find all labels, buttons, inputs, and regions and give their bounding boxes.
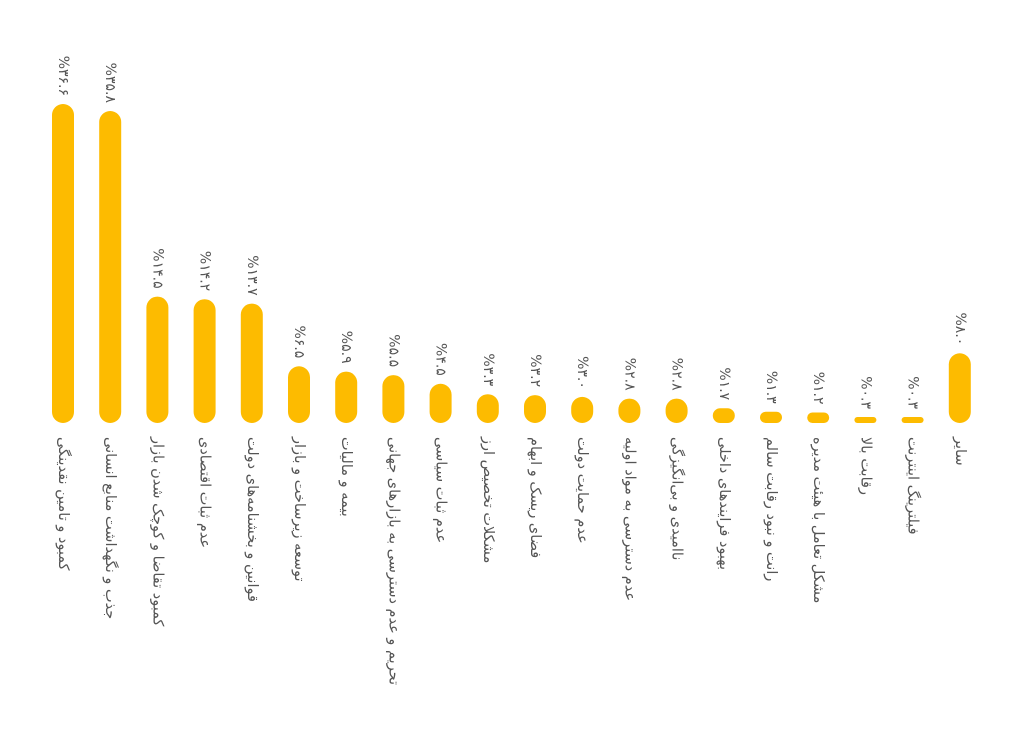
category-label: فضای ریسک و ابهام bbox=[527, 437, 543, 558]
bar-value-label: %۱.۲ bbox=[810, 372, 826, 405]
category-label: قوانین و بخشنامه‌های دولت bbox=[244, 437, 260, 602]
bar bbox=[618, 398, 641, 423]
bar-value-label: %۶.۵ bbox=[291, 326, 307, 359]
bar-value-label: %۴.۵ bbox=[433, 343, 449, 376]
bar-value-label: %۳.۳ bbox=[480, 353, 496, 386]
bar-value-label: %۱۴.۲ bbox=[197, 251, 213, 291]
category-label: رقابت بالا bbox=[857, 437, 873, 495]
category-label: رانت و نبود رقابت سالم bbox=[763, 437, 779, 581]
bar bbox=[52, 104, 74, 423]
category-label: تحریم و عدم دسترسی به بازارهای جهانی bbox=[385, 437, 401, 685]
category-label: بهبود فرایندهای داخلی bbox=[716, 437, 732, 570]
bar-value-label: %۰.۳ bbox=[857, 376, 873, 409]
bar-value-label: %۲.۸ bbox=[621, 358, 637, 391]
bar-value-label: %۱۳.۷ bbox=[244, 255, 260, 296]
bar bbox=[240, 303, 263, 423]
bars-group bbox=[52, 104, 971, 423]
bar bbox=[193, 299, 216, 423]
category-label: کمبود و تامین نقدینگی bbox=[55, 437, 72, 571]
bar bbox=[429, 383, 452, 423]
category-labels-group: کمبود و تامین نقدینگی جذب و نگهداشت منابع… bbox=[55, 436, 968, 685]
category-label: مشکل تعامل با هیئت مدیره bbox=[810, 437, 826, 603]
bar-value-label: %۵.۵ bbox=[385, 334, 401, 367]
bar bbox=[571, 396, 594, 423]
bar bbox=[854, 417, 877, 423]
bar-value-label: %۸.۰ bbox=[952, 313, 968, 346]
bar-value-label: %۱.۷ bbox=[716, 367, 732, 400]
bar-value-label: %۲.۸ bbox=[669, 358, 685, 391]
bar-value-label: %۳.۲ bbox=[527, 354, 543, 387]
category-label: سایر bbox=[952, 436, 968, 466]
bar bbox=[99, 111, 122, 423]
bar bbox=[948, 353, 971, 423]
bar bbox=[335, 371, 358, 423]
category-label: ناامیدی و بی‌انگیزگی bbox=[669, 437, 686, 560]
category-label: فیلترینگ اینترنت bbox=[905, 437, 923, 535]
category-label: مشکلات تخصیص ارز bbox=[480, 436, 496, 563]
bar bbox=[146, 296, 169, 423]
category-label: توسعه زیرساخت و بازار bbox=[291, 436, 307, 582]
bar bbox=[901, 417, 924, 423]
category-label: جذب و نگهداشت منابع انسانی bbox=[102, 437, 119, 619]
value-labels-group: %۳۶.۶ %۳۵.۸ %۱۴.۵ %۱۴.۲ %۱۳.۷ %۶.۵ %۵.۹ %۵.۵ %۴.… bbox=[55, 56, 968, 410]
bar bbox=[524, 395, 546, 423]
category-label: عدم دسترسی به مواد اولیه bbox=[621, 437, 637, 601]
bar-value-label: %۳۶.۶ bbox=[55, 56, 71, 96]
bar bbox=[760, 411, 782, 423]
bar bbox=[665, 398, 688, 423]
bar bbox=[382, 375, 405, 423]
category-label: عدم ثبات سیاسی bbox=[433, 437, 449, 543]
bar-value-label: %۳۵.۸ bbox=[102, 63, 118, 104]
category-label: کمبود تقاضا و کوچک شدن بازار bbox=[149, 436, 165, 627]
category-label: بیمه و مالیات bbox=[338, 437, 354, 517]
bar bbox=[288, 366, 310, 423]
bar bbox=[807, 412, 830, 423]
bar-value-label: %۱۴.۵ bbox=[149, 248, 165, 288]
bar bbox=[476, 394, 499, 423]
bar-value-label: %۵.۹ bbox=[338, 331, 354, 364]
bar-value-label: %۰.۳ bbox=[905, 376, 921, 409]
bar bbox=[712, 408, 735, 423]
category-label: عدم حمایت دولت bbox=[574, 437, 590, 544]
category-label: عدم ثبات اقتصادی bbox=[197, 437, 213, 548]
bar-value-label: %۱.۳ bbox=[763, 371, 779, 404]
bar-value-label: %۳.۰ bbox=[574, 356, 590, 389]
